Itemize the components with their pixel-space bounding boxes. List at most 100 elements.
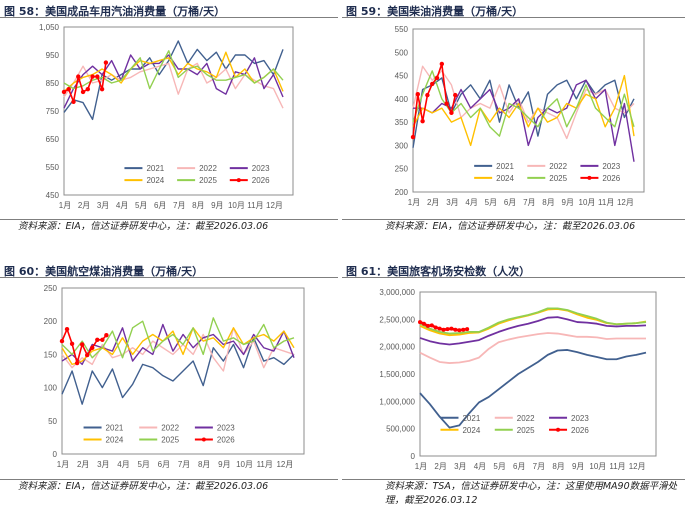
x-tick-label: 10月 bbox=[236, 460, 253, 469]
x-tick-label: 1月 bbox=[415, 462, 427, 471]
data-point-2026 bbox=[85, 352, 90, 358]
y-tick-label: 2,500,000 bbox=[379, 315, 415, 324]
series-line-2024 bbox=[63, 51, 284, 92]
x-tick-label: 4月 bbox=[117, 460, 129, 469]
y-tick-label: 1,000,000 bbox=[379, 397, 415, 406]
legend-label-2026: 2026 bbox=[217, 435, 235, 444]
series-line-2022 bbox=[412, 65, 635, 140]
legend-label-2026: 2026 bbox=[252, 176, 270, 185]
x-tick-label: 5月 bbox=[137, 460, 149, 469]
data-point-2026 bbox=[74, 360, 80, 366]
y-tick-label: 250 bbox=[44, 284, 58, 293]
data-point-2026 bbox=[420, 119, 425, 124]
figure-61-title-rule bbox=[342, 277, 685, 278]
x-tick-label: 10月 bbox=[228, 201, 245, 210]
y-tick-label: 450 bbox=[395, 72, 409, 81]
legend-label-2023: 2023 bbox=[252, 164, 270, 173]
legend-label-2022: 2022 bbox=[161, 423, 179, 432]
data-point-2026 bbox=[439, 61, 445, 67]
data-point-2026 bbox=[95, 337, 100, 342]
legend-marker-2026 bbox=[236, 178, 241, 183]
data-point-2026 bbox=[421, 321, 426, 326]
data-point-2026 bbox=[429, 323, 434, 328]
data-point-2026 bbox=[76, 74, 81, 79]
y-tick-label: 3,000,000 bbox=[379, 288, 415, 297]
data-point-2026 bbox=[95, 74, 100, 79]
x-tick-label: 6月 bbox=[504, 198, 516, 207]
data-point-2026 bbox=[449, 326, 454, 331]
figure-61-source-rule bbox=[342, 479, 685, 480]
x-tick-label: 2月 bbox=[434, 462, 446, 471]
series-line-2026 bbox=[63, 62, 107, 103]
y-tick-label: 0 bbox=[411, 452, 416, 461]
x-tick-label: 4月 bbox=[116, 201, 128, 210]
series-line-2022 bbox=[419, 332, 646, 364]
legend-label-2024: 2024 bbox=[462, 426, 480, 435]
legend-label-2024: 2024 bbox=[146, 176, 164, 185]
series-line-2021 bbox=[63, 40, 284, 121]
legend-label-2025: 2025 bbox=[161, 435, 179, 444]
figure-59-source: 资料来源：EIA，信达证券研发中心，注：截至2026.03.06 bbox=[385, 221, 636, 232]
data-point-2026 bbox=[90, 345, 95, 350]
y-tick-label: 400 bbox=[395, 95, 409, 104]
y-tick-label: 950 bbox=[46, 51, 60, 60]
data-point-2026 bbox=[465, 327, 470, 332]
x-tick-label: 2月 bbox=[78, 201, 90, 210]
legend-label-2026: 2026 bbox=[602, 174, 620, 183]
series-line-2023 bbox=[419, 316, 647, 346]
x-tick-label: 4月 bbox=[474, 462, 486, 471]
legend-marker-2026 bbox=[587, 175, 592, 180]
data-point-2026 bbox=[103, 60, 109, 65]
data-point-2026 bbox=[100, 337, 105, 342]
x-tick-label: 12月 bbox=[276, 460, 293, 469]
legend-label-2023: 2023 bbox=[217, 423, 235, 432]
x-tick-label: 9月 bbox=[572, 462, 584, 471]
figure-61-source: 资料来源：TSA，信达证券研发中心，注：这里使用MA90数据平滑处理，截至202… bbox=[385, 481, 678, 506]
y-tick-label: 350 bbox=[395, 118, 409, 127]
figure-58-source-rule bbox=[0, 219, 338, 220]
data-point-2026 bbox=[71, 99, 76, 104]
data-point-2026 bbox=[430, 81, 435, 87]
legend-label-2021: 2021 bbox=[146, 164, 164, 173]
series-line-2024 bbox=[412, 74, 635, 147]
x-tick-label: 7月 bbox=[523, 198, 535, 207]
figure-60-source: 资料来源：EIA，信达证券研发中心，注：截至2026.03.06 bbox=[18, 481, 269, 492]
x-tick-label: 6月 bbox=[154, 201, 166, 210]
series-line-2025 bbox=[419, 307, 647, 335]
figure-58-title: 图 58：美国成品车用汽油消费量（万桶/天） bbox=[4, 5, 226, 18]
series-line-2021 bbox=[61, 337, 295, 405]
data-point-2026 bbox=[99, 86, 105, 92]
y-tick-label: 1,500,000 bbox=[379, 370, 415, 379]
legend-label-2021: 2021 bbox=[496, 162, 514, 171]
x-tick-label: 8月 bbox=[198, 460, 210, 469]
data-point-2026 bbox=[453, 327, 458, 332]
data-point-2026 bbox=[457, 328, 462, 333]
figure-58-title-rule bbox=[0, 17, 338, 18]
data-point-2026 bbox=[445, 327, 450, 332]
x-tick-label: 7月 bbox=[178, 460, 190, 469]
figure-60-title-rule bbox=[0, 277, 338, 278]
x-tick-label: 4月 bbox=[465, 198, 477, 207]
data-point-2026 bbox=[90, 74, 95, 79]
x-tick-label: 12月 bbox=[266, 201, 283, 210]
x-tick-label: 12月 bbox=[629, 462, 646, 471]
series-line-2021 bbox=[419, 349, 647, 429]
data-point-2026 bbox=[444, 101, 449, 106]
data-point-2026 bbox=[425, 92, 430, 98]
y-tick-label: 200 bbox=[44, 317, 58, 326]
data-point-2026 bbox=[104, 332, 109, 338]
data-point-2026 bbox=[79, 342, 85, 347]
data-point-2026 bbox=[461, 327, 466, 332]
x-tick-label: 5月 bbox=[485, 198, 497, 207]
figure-59-title-rule bbox=[342, 17, 685, 18]
data-point-2026 bbox=[433, 325, 438, 330]
y-tick-label: 200 bbox=[395, 188, 409, 197]
y-tick-label: 850 bbox=[46, 79, 60, 88]
y-tick-label: 300 bbox=[395, 141, 409, 150]
legend-label-2021: 2021 bbox=[106, 423, 124, 432]
x-tick-label: 3月 bbox=[97, 460, 109, 469]
x-tick-label: 5月 bbox=[493, 462, 505, 471]
plot-area bbox=[419, 291, 657, 457]
legend-label-2022: 2022 bbox=[517, 414, 535, 423]
data-point-2026 bbox=[415, 92, 421, 97]
